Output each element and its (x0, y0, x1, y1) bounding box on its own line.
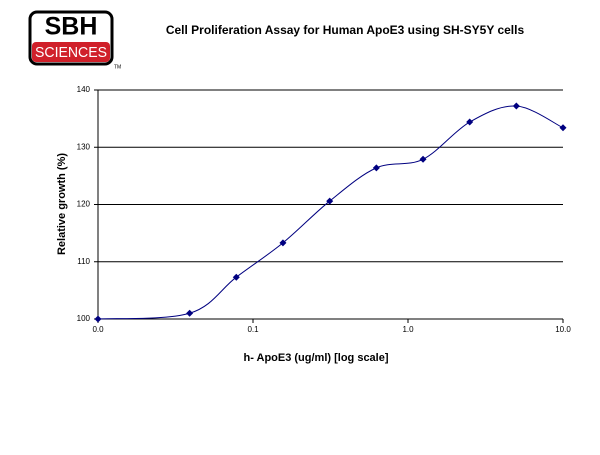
logo-sub: SCIENCES (35, 44, 107, 61)
data-point (372, 164, 380, 172)
logo-name: SBH (45, 13, 98, 41)
logo-band (32, 42, 110, 62)
x-tick-label: 10.0 (555, 325, 571, 334)
series-line (97, 105, 564, 320)
y-tick-label: 140 (77, 85, 91, 94)
data-point (326, 197, 334, 205)
x-tick-label: 1.0 (402, 325, 414, 334)
data-point (186, 309, 194, 317)
logo: SBH SCIENCES TM (28, 10, 121, 70)
y-axis-label: Relative growth (%) (56, 153, 68, 255)
data-point (279, 239, 287, 247)
data-point (559, 124, 567, 132)
y-tick-label: 120 (77, 200, 91, 209)
x-axis-label: h- ApoE3 (ug/ml) [log scale] (243, 352, 388, 364)
logo-tm: TM (114, 64, 121, 70)
x-tick-label: 0.1 (247, 325, 259, 334)
data-point (94, 315, 102, 323)
data-point (232, 273, 240, 281)
data-point (419, 155, 427, 163)
y-tick-label: 100 (77, 314, 91, 323)
y-tick-label: 110 (77, 257, 90, 266)
x-tick-label: 0.0 (92, 325, 104, 334)
y-tick-label: 130 (77, 142, 91, 151)
data-point (466, 118, 474, 126)
chart-title: Cell Proliferation Assay for Human ApoE3… (166, 23, 525, 37)
data-point (512, 102, 520, 110)
